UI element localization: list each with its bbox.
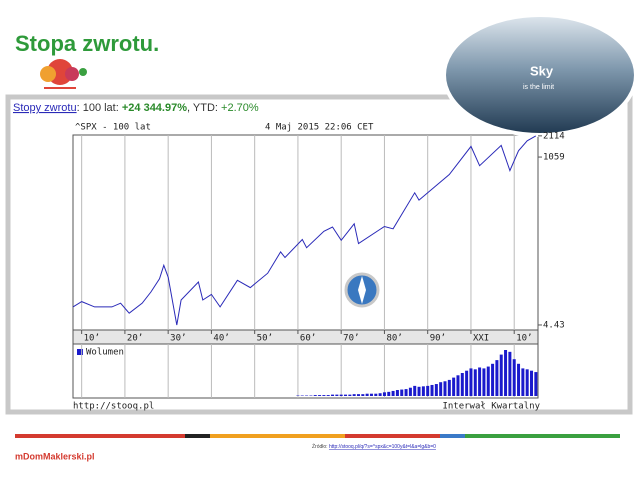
volume-bar xyxy=(465,370,469,396)
plot-area xyxy=(72,134,539,331)
x-tick-label: XXI xyxy=(473,334,489,344)
x-tick-label: 20’ xyxy=(127,334,143,344)
volume-bar xyxy=(395,390,399,396)
volume-bar xyxy=(361,394,365,396)
x-tick-label: 10’ xyxy=(516,334,532,344)
volume-bar xyxy=(473,369,477,396)
x-tick-label: 30’ xyxy=(170,334,186,344)
y-tick-label: 2114 xyxy=(543,131,565,141)
header-ytd-label: , YTD: xyxy=(187,102,221,114)
volume-bar xyxy=(400,389,404,396)
volume-bar xyxy=(525,369,529,396)
logo-icon xyxy=(40,59,87,89)
volume-bar xyxy=(322,395,326,396)
header-period: : 100 lat: xyxy=(77,102,122,114)
volume-bar xyxy=(348,394,352,396)
volume-bar xyxy=(313,395,317,396)
volume-bar xyxy=(408,387,412,396)
volume-bar xyxy=(469,368,473,396)
volume-label: Wolumen xyxy=(86,348,124,358)
volume-bar xyxy=(508,351,512,396)
x-tick-label: 10’ xyxy=(84,334,100,344)
volume-bar xyxy=(504,350,508,396)
volume-bar xyxy=(530,370,534,396)
x-tick-label: 60’ xyxy=(300,334,316,344)
volume-bar xyxy=(365,393,369,396)
volume-bar xyxy=(352,394,356,396)
color-stripe xyxy=(15,434,620,438)
volume-bar xyxy=(447,379,451,396)
volume-bar xyxy=(369,393,373,396)
volume-bar xyxy=(318,395,322,396)
volume-bar xyxy=(413,385,417,396)
volume-bar xyxy=(491,363,495,396)
volume-bar xyxy=(387,391,391,396)
price-line xyxy=(72,135,537,326)
volume-bar xyxy=(374,393,378,396)
source: Źródło: http://stooq.pl/q/?s=^spx&c=100y… xyxy=(312,443,436,450)
brand: mDomMaklerski.pl xyxy=(15,451,95,461)
x-tick-label: 80’ xyxy=(386,334,402,344)
volume-bar xyxy=(499,354,503,396)
volume-bar xyxy=(534,372,538,396)
header-ytd: +2.70% xyxy=(221,102,259,114)
volume-bar xyxy=(439,382,443,396)
volume-bar xyxy=(443,381,447,396)
volume-bar xyxy=(460,373,464,396)
badge-title: Sky xyxy=(530,63,554,78)
volume-bar xyxy=(426,385,430,396)
x-tick-label: 90’ xyxy=(430,334,446,344)
slide-title: Stopa zwrotu. xyxy=(15,31,159,56)
volume-bar xyxy=(382,392,386,396)
x-tick-label: 50’ xyxy=(257,334,273,344)
volume-bar xyxy=(456,375,460,396)
y-tick-label: 4.43 xyxy=(543,320,565,330)
header-link[interactable]: Stopy zwrotu xyxy=(13,102,77,114)
volume-bar xyxy=(452,377,456,396)
volume-bar xyxy=(434,384,438,396)
volume-bar xyxy=(331,394,335,396)
compass-icon xyxy=(344,272,380,308)
y-tick-label: 1059 xyxy=(543,153,565,163)
header-return: +24 344.97% xyxy=(122,102,187,114)
volume-bar xyxy=(344,394,348,396)
volume-bar xyxy=(391,390,395,396)
volume-bar xyxy=(335,394,339,396)
footer-left: http://stooq.pl xyxy=(73,402,154,412)
x-tick-label: 40’ xyxy=(213,334,229,344)
volume-bar xyxy=(339,394,343,396)
volume-bar xyxy=(486,366,490,396)
volume-legend-swatch xyxy=(77,349,83,355)
source-label: Źródło: xyxy=(312,443,329,450)
chart-title: ^SPX - 100 lat xyxy=(75,123,151,133)
volume-bar xyxy=(326,395,330,396)
volume-bar xyxy=(378,393,382,396)
volume-bar xyxy=(512,359,516,396)
source-link[interactable]: http://stooq.pl/q/?s=^spx&c=100y&t=l&a=l… xyxy=(329,444,436,450)
volume-bar xyxy=(421,386,425,396)
volume-bar xyxy=(495,360,499,396)
volume-area xyxy=(72,343,539,399)
volume-bar xyxy=(478,367,482,396)
header: Stopy zwrotu: 100 lat: +24 344.97%, YTD:… xyxy=(13,102,259,114)
x-tick-label: 70’ xyxy=(343,334,359,344)
volume-bar xyxy=(482,368,486,396)
volume-bar xyxy=(517,363,521,396)
volume-bar xyxy=(356,394,360,396)
footer-right: Interwał Kwartalny xyxy=(442,402,540,412)
volume-bar xyxy=(417,386,421,396)
volume-bar xyxy=(430,384,434,396)
volume-bar xyxy=(404,389,408,396)
chart-subtitle: 4 Maj 2015 22:06 CET xyxy=(265,123,374,133)
sky-badge: Sky is the limit xyxy=(442,13,638,137)
volume-bar xyxy=(521,368,525,396)
badge-subtitle: is the limit xyxy=(523,84,554,91)
